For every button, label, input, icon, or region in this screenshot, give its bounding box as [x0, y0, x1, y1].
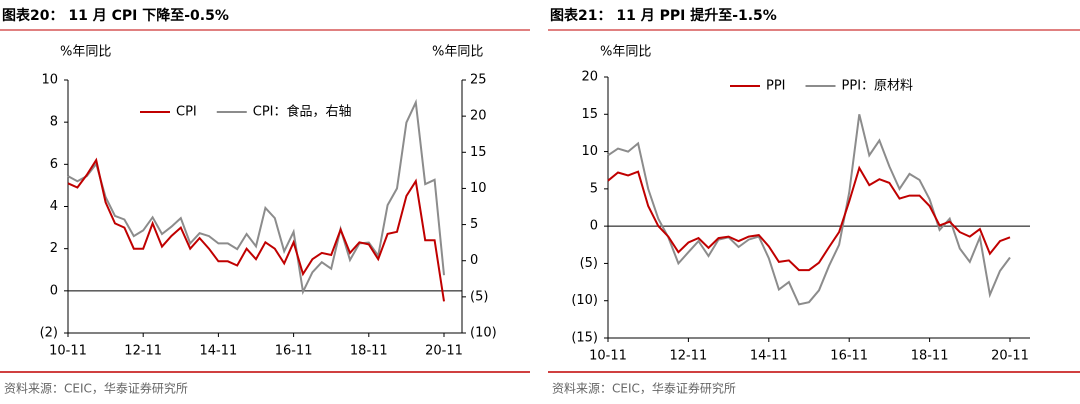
series-line — [67, 157, 445, 302]
y-tick-label: 10 — [41, 73, 58, 88]
legend-label: PPI — [766, 79, 786, 94]
y-tick-label: 0 — [590, 219, 598, 234]
x-tick-label: 12-11 — [670, 349, 708, 364]
y2-tick-label: 10 — [470, 181, 487, 196]
x-tick-label: 18-11 — [350, 344, 388, 359]
x-tick-label: 12-11 — [124, 344, 162, 359]
y2-tick-label: 0 — [470, 253, 478, 268]
series-line — [607, 114, 1011, 306]
y-tick-label: 5 — [590, 181, 598, 196]
legend-label: CPI — [176, 105, 197, 120]
y2-axis-label: %年同比 — [432, 45, 483, 60]
chart-title: 图表20： 11 月 CPI 下降至-0.5% — [2, 7, 229, 24]
y2-tick-label: 5 — [470, 217, 478, 232]
x-tick-label: 16-11 — [275, 344, 313, 359]
y-tick-label: 20 — [581, 70, 598, 85]
x-tick-label: 10-11 — [589, 349, 627, 364]
x-tick-label: 10-11 — [49, 344, 87, 359]
y-tick-label: 10 — [581, 144, 598, 159]
x-tick-label: 20-11 — [425, 344, 463, 359]
y2-tick-label: 25 — [470, 73, 487, 88]
x-tick-label: 14-11 — [750, 349, 788, 364]
y-tick-label: 8 — [50, 115, 58, 130]
legend-label: CPI：食品，右轴 — [253, 104, 352, 120]
y-tick-label: (15) — [571, 331, 598, 346]
y2-tick-label: 20 — [470, 109, 487, 124]
y-tick-label: 15 — [581, 107, 598, 122]
y2-tick-label: (5) — [470, 289, 488, 304]
x-tick-label: 16-11 — [830, 349, 868, 364]
series-line — [607, 165, 1011, 272]
y-axis-label: %年同比 — [60, 45, 111, 60]
y-tick-label: (5) — [580, 256, 598, 271]
source: 资料来源：CEIC，华泰证券研究所 — [4, 381, 188, 396]
y-tick-label: 0 — [50, 283, 58, 298]
y-tick-label: (10) — [571, 293, 598, 308]
y-tick-label: 2 — [50, 241, 58, 256]
chart-title: 图表21： 11 月 PPI 提升至-1.5% — [550, 7, 777, 24]
legend-label: PPI：原材料 — [842, 79, 914, 94]
y-tick-label: 6 — [50, 157, 58, 172]
x-tick-label: 14-11 — [200, 344, 238, 359]
y-tick-label: 4 — [50, 199, 58, 214]
x-tick-label: 20-11 — [991, 349, 1029, 364]
source: 资料来源：CEIC，华泰证券研究所 — [552, 381, 736, 396]
series-line — [67, 98, 445, 296]
y-axis-label: %年同比 — [600, 45, 651, 60]
y2-tick-label: 15 — [470, 145, 487, 160]
y-tick-label: (2) — [40, 326, 58, 341]
x-tick-label: 18-11 — [911, 349, 949, 364]
y2-tick-label: (10) — [470, 326, 497, 341]
